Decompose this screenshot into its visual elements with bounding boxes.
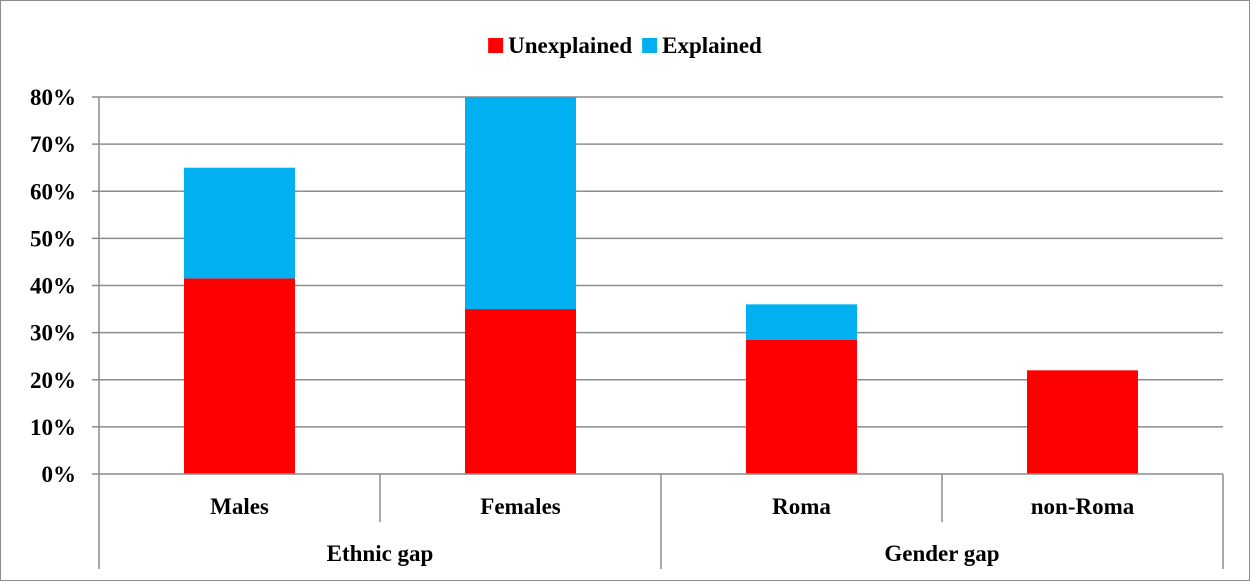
legend-swatch-explained [642, 38, 658, 53]
bar-unexplained-males [184, 278, 295, 474]
bar-explained-males [184, 167, 295, 279]
axes [92, 96, 1224, 569]
bar-unexplained-non-roma [1027, 370, 1138, 474]
y-tick-label: 10% [30, 415, 76, 440]
y-tick-label: 30% [30, 321, 76, 346]
y-tick-label: 80% [30, 85, 76, 110]
bar-unexplained-females [465, 309, 576, 474]
y-tick-label: 50% [30, 226, 76, 251]
x-category-label: Males [210, 494, 269, 519]
bar-explained-females [465, 97, 576, 310]
legend-label-explained: Explained [662, 33, 762, 58]
x-group-label: Ethnic gap [327, 541, 434, 566]
legend-label-unexplained: Unexplained [508, 33, 632, 58]
y-tick-label: 70% [30, 132, 76, 157]
y-tick-label: 0% [42, 462, 77, 487]
y-tick-label: 20% [30, 368, 76, 393]
y-tick-label: 40% [30, 274, 76, 299]
y-tick-label: 60% [30, 179, 76, 204]
x-group-label: Gender gap [884, 541, 999, 566]
bar-unexplained-roma [746, 339, 857, 474]
x-group-labels: Ethnic gap Gender gap [327, 541, 1000, 566]
bars [184, 97, 1138, 474]
x-category-labels: Males Females Roma non-Roma [210, 494, 1135, 519]
x-category-label: non-Roma [1031, 494, 1135, 519]
x-category-label: Roma [772, 494, 831, 519]
legend: Unexplained Explained [488, 33, 762, 58]
legend-swatch-unexplained [488, 38, 504, 53]
x-category-label: Females [480, 494, 561, 519]
y-tick-labels: 0% 10% 20% 30% 40% 50% 60% 70% 80% [30, 85, 76, 487]
bar-explained-roma [746, 304, 857, 340]
